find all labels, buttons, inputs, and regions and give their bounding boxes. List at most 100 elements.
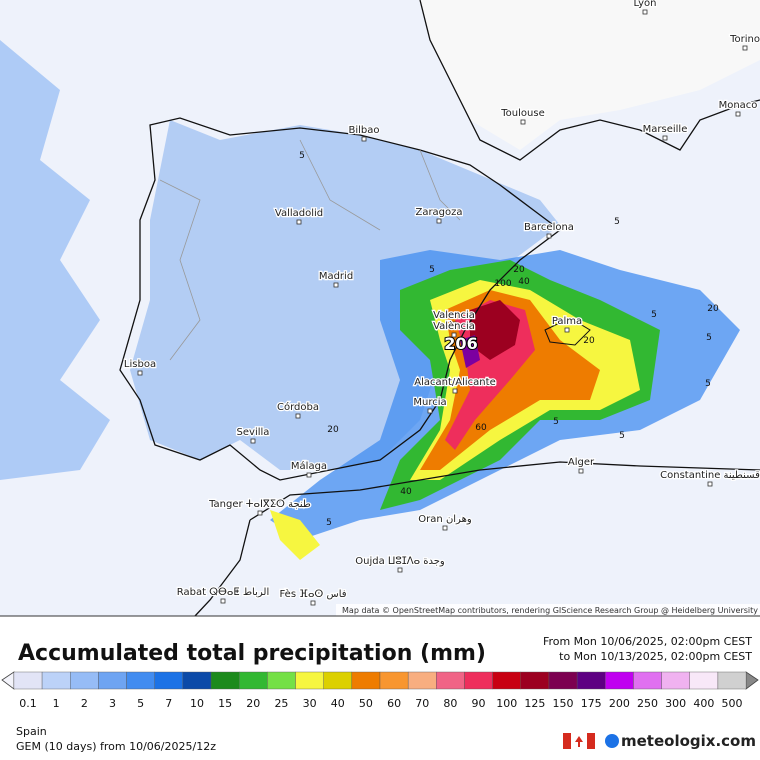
city-marker bbox=[452, 388, 458, 394]
colorbar-label: 50 bbox=[359, 697, 373, 710]
city-label: Málaga bbox=[291, 460, 327, 472]
city-label: Bilbao bbox=[348, 125, 379, 136]
borders bbox=[159, 139, 461, 361]
contour-label: 20 bbox=[513, 265, 525, 275]
city-label: Oran وهران bbox=[418, 514, 472, 525]
colorbar-label: 125 bbox=[524, 697, 545, 710]
city-marker bbox=[451, 321, 457, 327]
coastline-france bbox=[419, 0, 760, 161]
contour-label: 40 bbox=[400, 487, 412, 497]
city-marker bbox=[220, 598, 226, 604]
colorbar-label: 15 bbox=[218, 697, 232, 710]
city-label: Córdoba bbox=[277, 401, 319, 413]
colorbar-swatch bbox=[576, 671, 606, 690]
brand[interactable]: meteologix.com bbox=[621, 732, 756, 750]
colorbar-label: 25 bbox=[274, 697, 288, 710]
map bbox=[0, 0, 760, 617]
city-marker bbox=[662, 135, 668, 141]
city-label: Tanger ⵜⴰⵏⴳⵉⵔ طنجة bbox=[208, 499, 311, 510]
city-label: Sevilla bbox=[237, 427, 270, 438]
max-value: 206 bbox=[444, 334, 477, 353]
city-labels: Lyon Torino Monaco Toulouse Marseille Bilbao V… bbox=[123, 0, 760, 606]
colorbar-label: 20 bbox=[246, 697, 260, 710]
contour-label: 5 bbox=[299, 151, 305, 161]
contour-label: 100 bbox=[494, 279, 511, 289]
colorbar-label: 30 bbox=[303, 697, 317, 710]
city-marker bbox=[742, 45, 748, 51]
date-from: From Mon 10/06/2025, 02:00pm CEST bbox=[543, 635, 752, 648]
city-marker bbox=[520, 119, 526, 125]
colorbar-label: 5 bbox=[137, 697, 144, 710]
city-marker bbox=[306, 472, 312, 478]
city-label: Alger bbox=[568, 457, 595, 468]
island-mallorca bbox=[544, 317, 591, 346]
city-marker bbox=[578, 468, 584, 474]
colorbar-arrow-left bbox=[1, 671, 15, 690]
colorbar-label: 400 bbox=[693, 697, 714, 710]
colorbar-swatch bbox=[520, 671, 550, 690]
colorbar-swatch bbox=[548, 671, 578, 690]
region: Spain bbox=[16, 725, 47, 738]
coastline-iberia bbox=[119, 117, 562, 481]
city-marker bbox=[546, 233, 552, 239]
colorbar-label: 90 bbox=[472, 697, 486, 710]
city-label: Toulouse bbox=[500, 108, 544, 119]
brand-logo bbox=[605, 734, 619, 748]
date-to: to Mon 10/13/2025, 02:00pm CEST bbox=[559, 650, 752, 663]
city-label: Oujda ⵡⵓⵊⴷⴰ وجدة bbox=[355, 556, 445, 567]
colorbar-label: 300 bbox=[665, 697, 686, 710]
city-marker bbox=[295, 413, 301, 419]
colorbar-arrow-right bbox=[745, 671, 759, 690]
precip-iberia bbox=[130, 120, 560, 470]
contour-label: 60 bbox=[475, 423, 487, 433]
city-label: Madrid bbox=[319, 271, 353, 282]
colorbar-swatch bbox=[238, 671, 268, 690]
city-marker bbox=[257, 510, 263, 516]
city-label: Torino bbox=[729, 34, 760, 45]
contour-label: 20 bbox=[327, 425, 339, 435]
city-label: Valencia bbox=[433, 310, 475, 321]
city-marker bbox=[397, 567, 403, 573]
colorbar-swatch bbox=[436, 671, 465, 690]
colorbar-swatch bbox=[70, 671, 99, 690]
contour-label: 20 bbox=[707, 304, 719, 314]
colorbar-label: 70 bbox=[415, 697, 429, 710]
city-label: Constantine قسنطينة bbox=[660, 470, 760, 481]
contour-label: 5 bbox=[429, 265, 435, 275]
city-label: València bbox=[433, 320, 475, 332]
city-label: Monaco bbox=[719, 100, 758, 111]
contour-label: 5 bbox=[651, 310, 657, 320]
city-marker bbox=[137, 370, 143, 376]
colorbar-swatch bbox=[633, 671, 662, 690]
city-marker bbox=[310, 600, 316, 606]
colorbar-swatch bbox=[41, 671, 71, 690]
colorbar-label: 2 bbox=[81, 697, 88, 710]
city-label: Lyon bbox=[633, 0, 656, 9]
city-marker bbox=[735, 111, 741, 117]
city-marker bbox=[436, 218, 442, 224]
colorbar-label: 250 bbox=[637, 697, 658, 710]
colorbar-swatch bbox=[689, 671, 719, 690]
colorbar-label: 500 bbox=[722, 697, 743, 710]
city-marker bbox=[564, 327, 570, 333]
flag-leaf bbox=[575, 736, 583, 747]
colorbar-swatch bbox=[295, 671, 324, 690]
land-north bbox=[0, 0, 760, 150]
city-marker bbox=[296, 219, 302, 225]
coastline-africa bbox=[194, 461, 760, 617]
colorbar-swatch bbox=[154, 671, 184, 690]
contour-label: 5 bbox=[326, 518, 332, 528]
colorbar-swatch bbox=[126, 671, 155, 690]
city-label: Palma bbox=[552, 316, 582, 327]
city-label: Barcelona bbox=[524, 222, 574, 233]
contour-label: 5 bbox=[706, 333, 712, 343]
colorbar-label: 150 bbox=[553, 697, 574, 710]
city-label: Rabat ⵕⴱⴰⵟ الرباط bbox=[177, 587, 269, 598]
city-label: Alacant/Alicante bbox=[414, 377, 495, 388]
colorbar-swatch bbox=[351, 671, 381, 690]
colorbar-label: 175 bbox=[581, 697, 602, 710]
precip-atlantic bbox=[0, 40, 110, 480]
city-marker bbox=[642, 9, 648, 15]
colorbar-label: 60 bbox=[387, 697, 401, 710]
